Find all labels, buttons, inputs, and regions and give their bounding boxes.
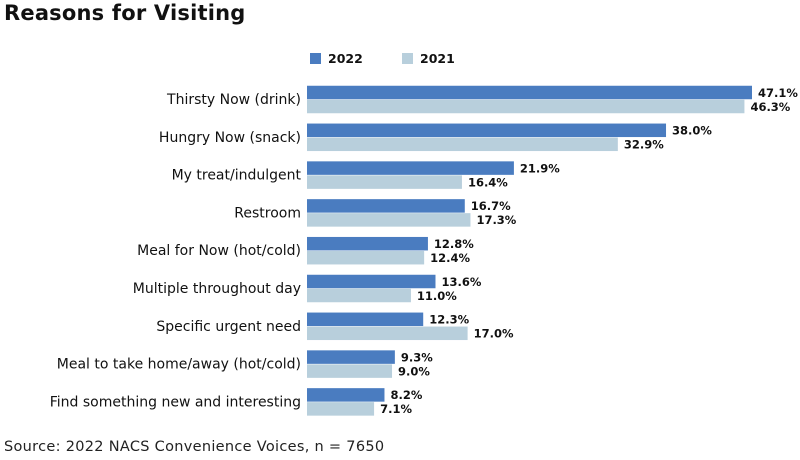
source-note: Source: 2022 NACS Convenience Voices, n …	[4, 439, 385, 455]
data-label-2022: 8.2%	[390, 388, 422, 402]
bar-2021	[307, 364, 393, 378]
bar-2021	[307, 250, 425, 265]
category-label: Meal to take home/away (hot/cold)	[57, 357, 301, 373]
data-label-2021: 17.0%	[474, 327, 514, 341]
bars	[307, 85, 752, 416]
data-label-2021: 12.4%	[430, 251, 470, 265]
data-label-2022: 13.6%	[441, 275, 481, 289]
data-label-2021: 17.3%	[476, 213, 516, 227]
category-label: Thirsty Now (drink)	[166, 92, 301, 108]
bar-2022	[307, 312, 424, 327]
value-labels: 47.1%46.3% 38.0% 32.9% 21.9% 16.4% 16.7%17.3%…	[380, 86, 798, 416]
data-label-2021: 7.1%	[380, 402, 412, 416]
bar-2021	[307, 137, 618, 152]
data-label-2021: 9.0%	[398, 364, 430, 378]
data-label-2022: 9.3%	[401, 350, 433, 364]
bar-2021	[307, 288, 411, 303]
data-label-2022: 12.8%	[434, 237, 474, 251]
legend-swatch-2021	[402, 53, 413, 64]
bar-2022	[307, 85, 752, 100]
category-label: Restroom	[234, 205, 301, 221]
data-label-2021: 11.0%	[417, 289, 457, 303]
data-label-2022: 12.3%	[429, 313, 469, 327]
bar-2022	[307, 350, 395, 364]
bar-2022	[307, 388, 385, 402]
bar-2021	[307, 99, 745, 114]
bar-2021	[307, 402, 375, 416]
bar-2021	[307, 175, 462, 189]
data-label-2022: 16.7%	[471, 199, 511, 213]
chart-title: Reasons for Visiting	[4, 1, 246, 25]
data-label-2022: 47.1%	[758, 86, 798, 100]
legend: 2022 2021	[310, 51, 455, 66]
data-label-2021: 32.9%	[624, 138, 664, 152]
bar-2022	[307, 236, 428, 251]
category-label: Meal for Now (hot/cold)	[137, 243, 301, 259]
data-label-2022: 21.9%	[520, 161, 560, 175]
category-label: My treat/indulgent	[172, 168, 302, 184]
bar-2022	[307, 274, 436, 289]
data-label-2021: 46.3%	[750, 100, 790, 114]
legend-label-2021: 2021	[420, 51, 455, 66]
data-label-2021: 16.4%	[468, 175, 508, 189]
bar-2022	[307, 161, 514, 175]
bar-2022	[307, 199, 465, 213]
legend-swatch-2022	[310, 53, 321, 64]
category-labels: Thirsty Now (drink) Hungry Now (snack) My …	[50, 92, 302, 410]
category-label: Hungry Now (snack)	[159, 130, 301, 146]
bar-2021	[307, 326, 468, 341]
category-label: Find something new and interesting	[50, 394, 301, 410]
bar-2021	[307, 213, 471, 227]
category-label: Specific urgent need	[156, 319, 301, 335]
bar-2022	[307, 123, 667, 138]
category-label: Multiple throughout day	[133, 281, 301, 297]
data-label-2022: 38.0%	[672, 124, 712, 138]
legend-label-2022: 2022	[328, 51, 363, 66]
